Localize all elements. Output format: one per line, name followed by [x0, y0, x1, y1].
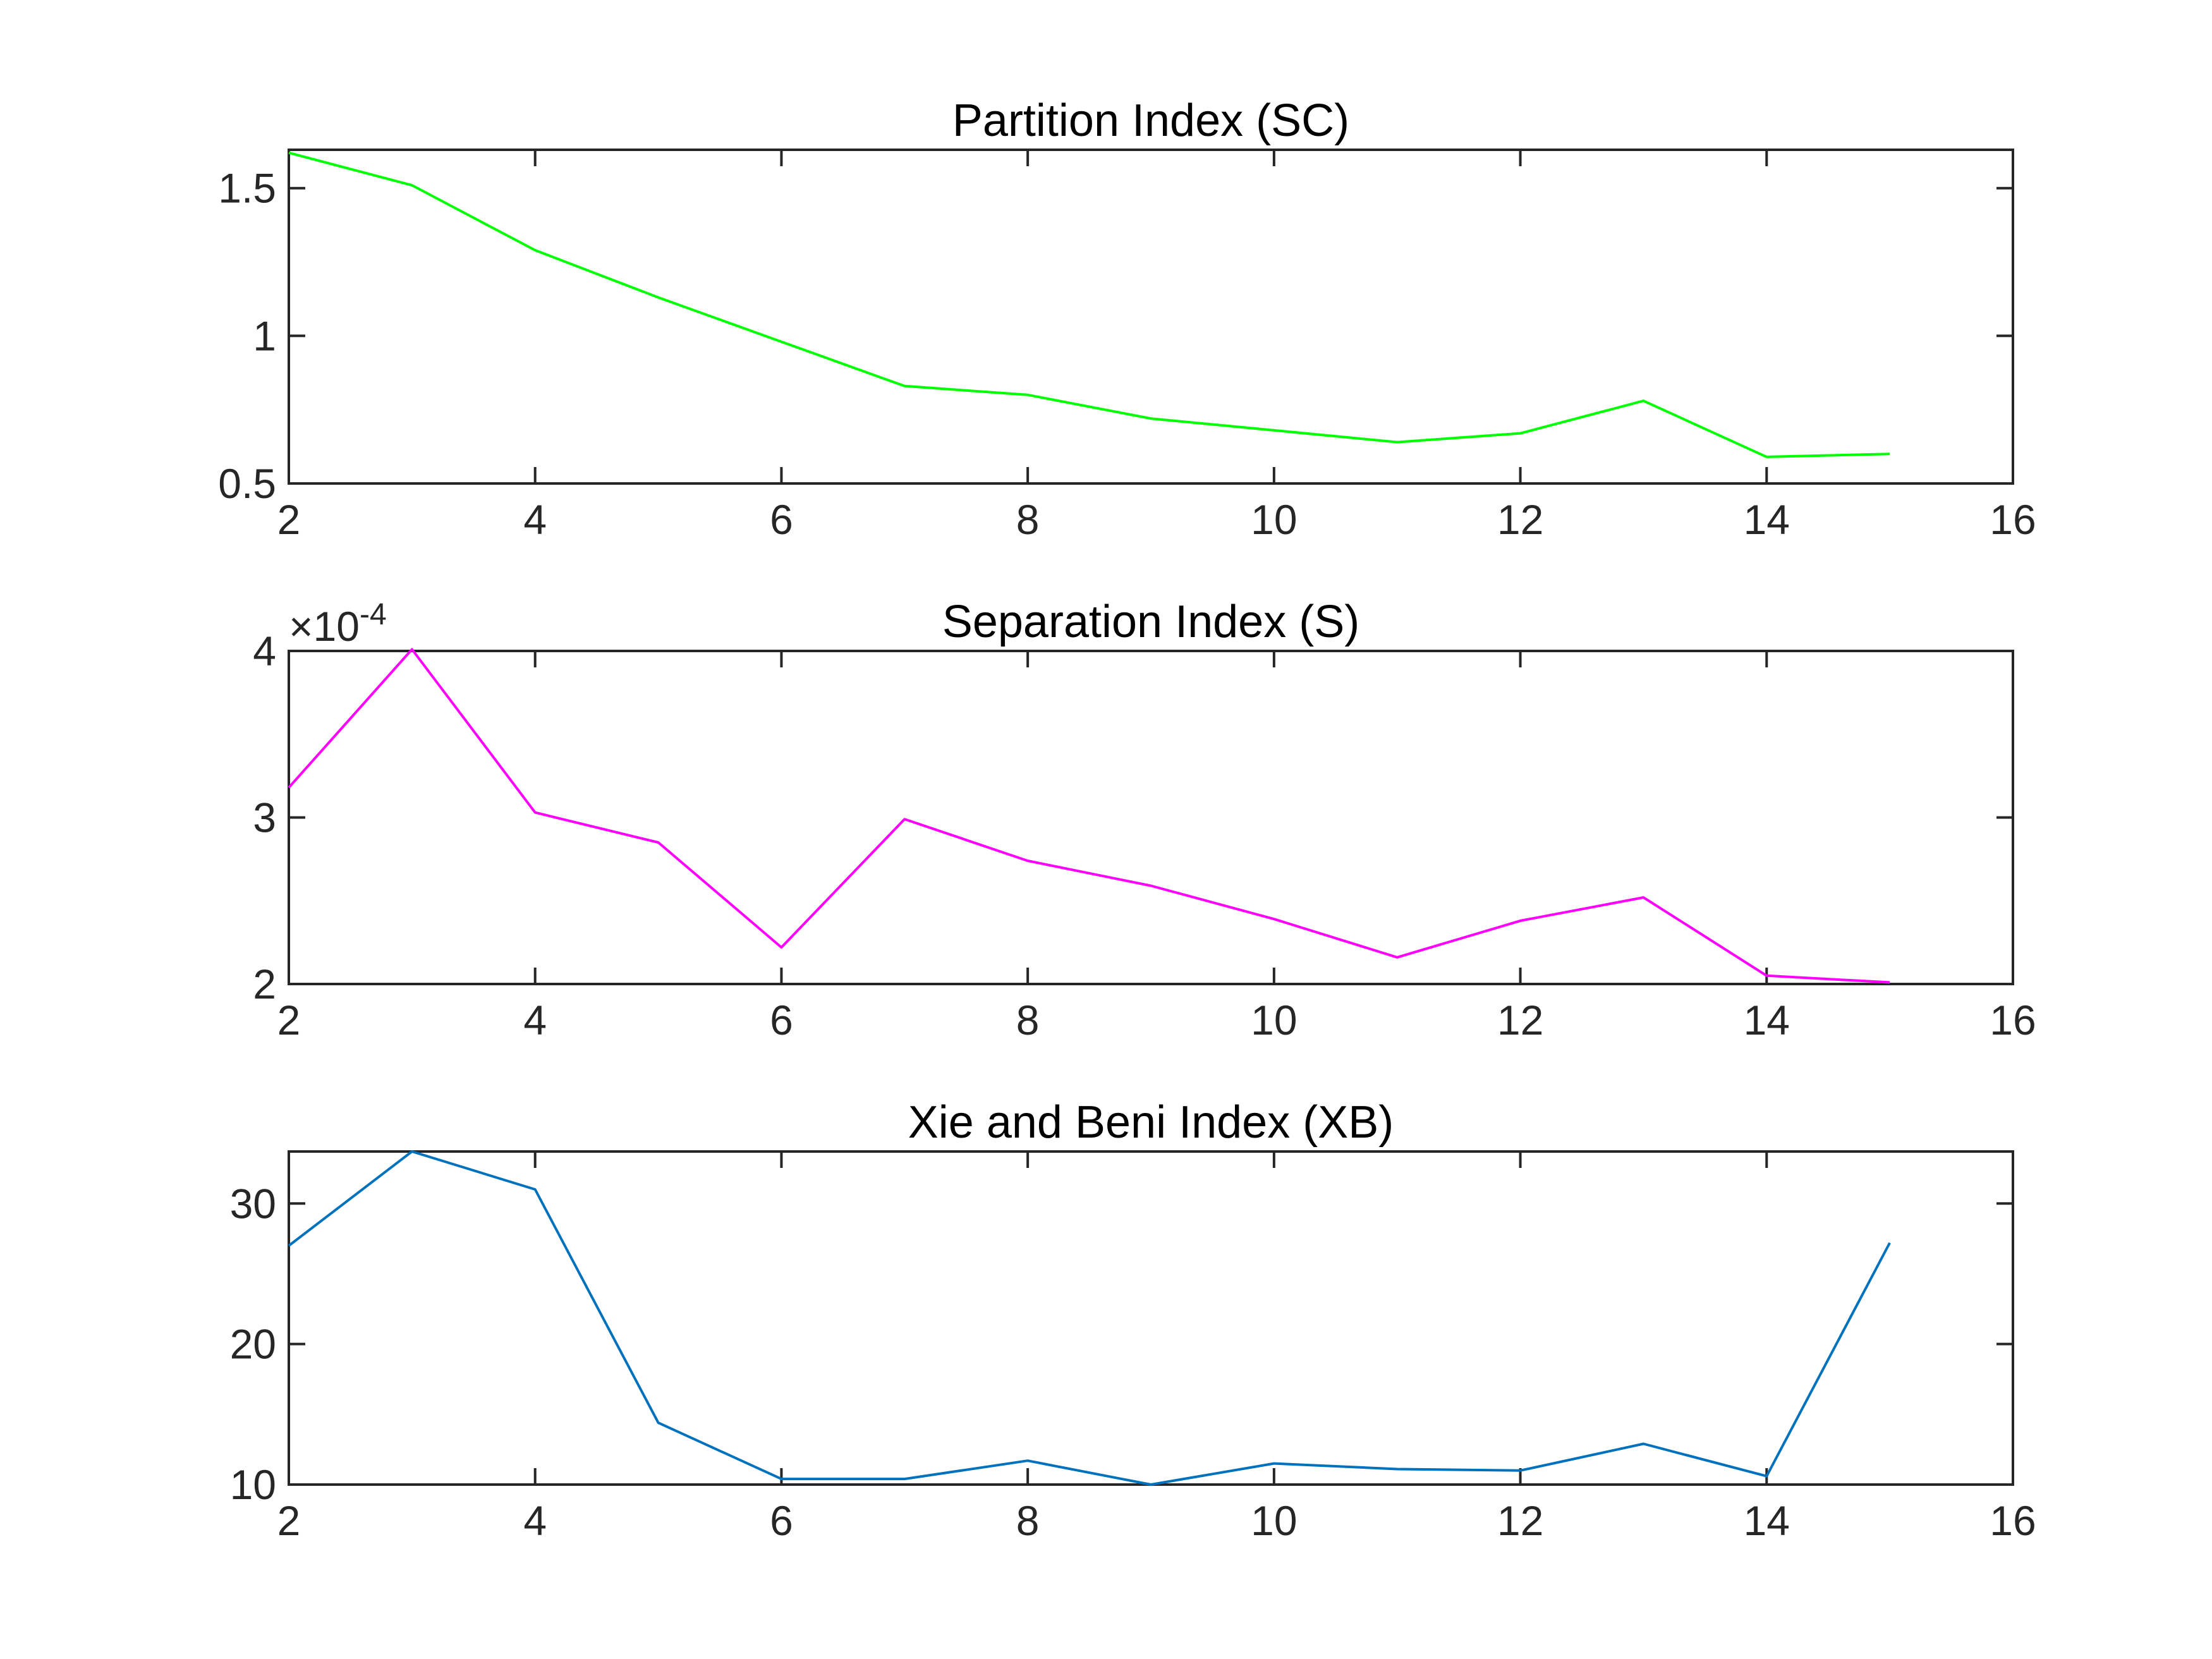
plot-area — [288, 648, 1890, 984]
x-tick-label: 2 — [277, 1497, 301, 1544]
x-tick-label: 6 — [770, 997, 793, 1043]
y-tick-label: 10 — [230, 1461, 276, 1508]
y-tick-label: 0.5 — [218, 460, 276, 507]
subplot-separation-index: Separation Index (S) ×10-4 2 4 6 8 10 12 14 16 … — [253, 597, 2036, 1043]
axes-frame — [288, 149, 2014, 485]
x-tick-label: 12 — [1497, 1497, 1543, 1544]
axes-frame — [288, 1150, 2014, 1486]
x-tick-label: 16 — [1990, 997, 2036, 1043]
y-tick-label: 30 — [230, 1180, 276, 1227]
x-tick-label: 2 — [277, 496, 301, 543]
x-tick-label: 14 — [1744, 496, 1790, 543]
x-axis: 2 4 6 8 10 12 14 16 — [277, 150, 2036, 543]
x-tick-label: 10 — [1251, 496, 1297, 543]
x-tick-label: 6 — [770, 1497, 793, 1544]
exponent-base: ×10 — [289, 603, 360, 650]
y-axis: 2 3 4 — [253, 628, 2013, 1007]
y-tick-label: 3 — [253, 794, 276, 841]
plot-area — [288, 151, 1890, 458]
axes-frame — [288, 650, 2014, 985]
x-tick-label: 10 — [1251, 1497, 1297, 1544]
series-line — [288, 1150, 1891, 1486]
series-line — [288, 151, 1890, 458]
y-tick-label: 2 — [253, 961, 276, 1007]
subplot-partition-index: Partition Index (SC) 2 4 6 8 10 12 14 16 0.5 1 1.… — [218, 95, 2036, 543]
x-tick-label: 8 — [1016, 496, 1040, 543]
subplot-title: Partition Index (SC) — [952, 95, 1349, 146]
y-tick-label: 1.5 — [218, 165, 276, 212]
x-axis: 2 4 6 8 10 12 14 16 — [277, 651, 2036, 1043]
x-tick-label: 2 — [277, 997, 301, 1043]
x-tick-label: 4 — [523, 1497, 547, 1544]
x-tick-label: 12 — [1497, 997, 1543, 1043]
x-tick-label: 10 — [1251, 997, 1297, 1043]
x-tick-label: 14 — [1744, 997, 1790, 1043]
series-line — [288, 648, 1890, 984]
x-tick-label: 16 — [1990, 496, 2036, 543]
x-tick-label: 8 — [1016, 1497, 1040, 1544]
x-tick-label: 12 — [1497, 496, 1543, 543]
x-axis: 2 4 6 8 10 12 14 16 — [277, 1152, 2036, 1544]
y-exponent-label: ×10-4 — [289, 598, 387, 650]
y-axis: 0.5 1 1.5 — [218, 165, 2013, 507]
y-tick-label: 20 — [230, 1321, 276, 1368]
x-tick-label: 4 — [523, 496, 547, 543]
subplot-xie-beni-index: Xie and Beni Index (XB) 2 4 6 8 10 12 14 16 102… — [230, 1097, 2036, 1544]
y-tick-label: 4 — [253, 628, 276, 674]
x-tick-label: 8 — [1016, 997, 1040, 1043]
x-tick-label: 6 — [770, 496, 793, 543]
y-tick-label: 1 — [253, 312, 276, 359]
subplot-title: Separation Index (S) — [942, 597, 1359, 647]
x-tick-label: 4 — [523, 997, 547, 1043]
plot-area — [288, 1150, 1891, 1486]
subplot-title: Xie and Beni Index (XB) — [908, 1097, 1394, 1148]
exponent-power: -4 — [360, 598, 387, 631]
y-axis: 10 20 30 — [230, 1180, 2013, 1508]
x-tick-label: 16 — [1990, 1497, 2036, 1544]
x-tick-label: 14 — [1744, 1497, 1790, 1544]
